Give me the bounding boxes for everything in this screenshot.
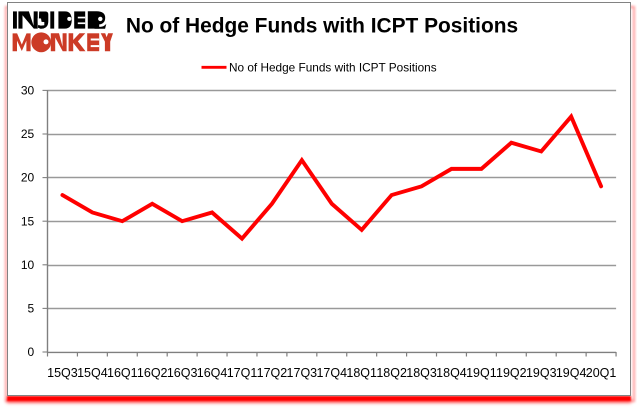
svg-text:5: 5 [28, 302, 35, 316]
svg-text:0: 0 [28, 345, 35, 359]
svg-text:17Q1: 17Q1 [227, 366, 258, 380]
svg-text:16Q4: 16Q4 [197, 366, 228, 380]
svg-text:No of Hedge Funds with ICPT Po: No of Hedge Funds with ICPT Positions [229, 60, 437, 74]
svg-text:15Q4: 15Q4 [77, 366, 108, 380]
svg-text:19Q4: 19Q4 [556, 366, 587, 380]
svg-text:15Q3: 15Q3 [47, 366, 78, 380]
svg-text:20Q1: 20Q1 [586, 366, 617, 380]
svg-text:17Q4: 17Q4 [316, 366, 347, 380]
svg-text:17Q2: 17Q2 [257, 366, 288, 380]
svg-text:20: 20 [21, 171, 35, 185]
svg-text:19Q1: 19Q1 [466, 366, 497, 380]
svg-text:No of Hedge Funds with ICPT Po: No of Hedge Funds with ICPT Positions [126, 15, 518, 38]
svg-text:19Q2: 19Q2 [496, 366, 527, 380]
svg-text:16Q2: 16Q2 [137, 366, 168, 380]
svg-text:15: 15 [21, 214, 35, 228]
svg-text:10: 10 [21, 258, 35, 272]
svg-text:25: 25 [21, 127, 35, 141]
svg-text:19Q3: 19Q3 [526, 366, 557, 380]
svg-text:30: 30 [21, 84, 35, 98]
svg-text:16Q1: 16Q1 [107, 366, 138, 380]
svg-text:18Q2: 18Q2 [376, 366, 407, 380]
svg-text:18Q1: 18Q1 [346, 366, 377, 380]
svg-text:16Q3: 16Q3 [167, 366, 198, 380]
svg-text:18Q4: 18Q4 [436, 366, 467, 380]
svg-text:17Q3: 17Q3 [287, 366, 318, 380]
svg-text:18Q3: 18Q3 [406, 366, 437, 380]
